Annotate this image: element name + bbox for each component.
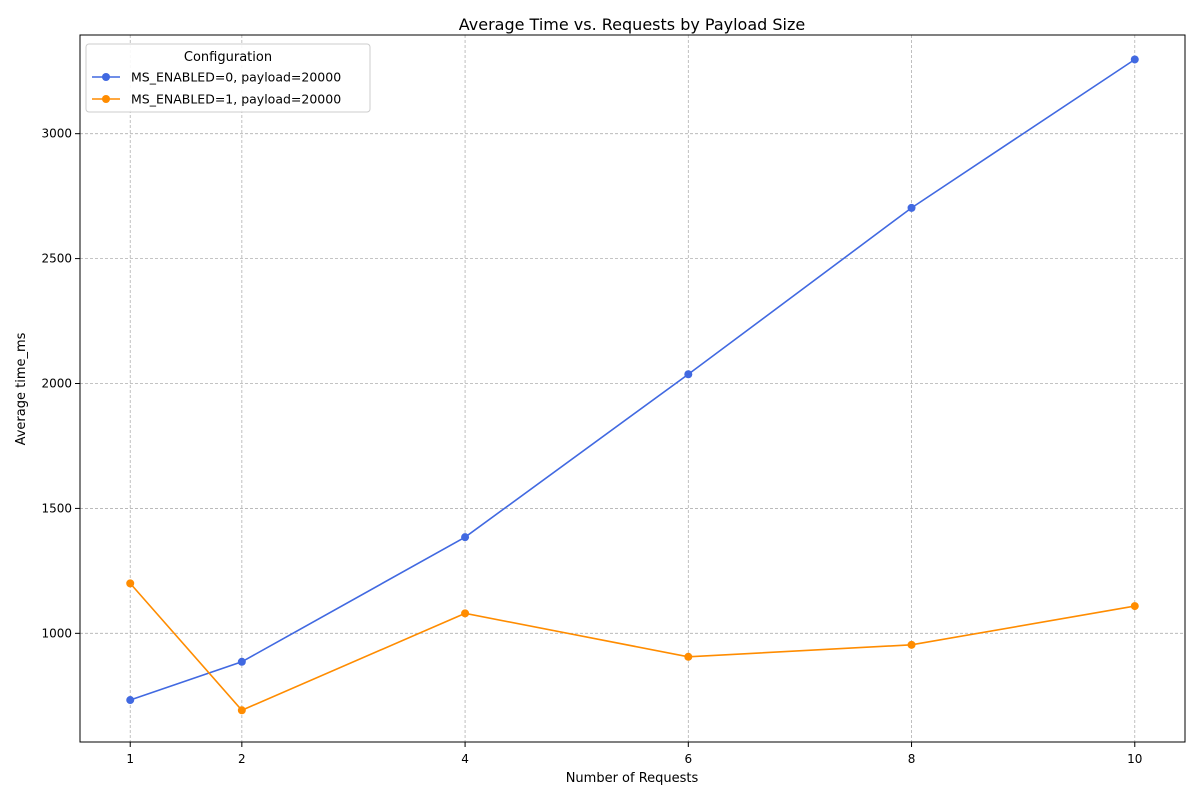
- series-line: [129, 582, 1135, 712]
- legend-marker: [102, 73, 110, 81]
- x-tick-label: 2: [238, 752, 246, 766]
- data-point: [1130, 602, 1139, 611]
- data-point: [461, 609, 470, 618]
- legend: Configuration MS_ENABLED=0, payload=2000…: [85, 43, 371, 113]
- data-point: [684, 652, 693, 661]
- series-2: [126, 579, 1139, 715]
- legend-label: MS_ENABLED=0, payload=20000: [131, 70, 341, 85]
- data-point: [126, 696, 135, 705]
- x-axis-label: Number of Requests: [566, 771, 699, 786]
- grid-lines: [80, 35, 1185, 742]
- series-1: [126, 55, 1139, 705]
- series-line: [129, 58, 1136, 701]
- data-point: [907, 203, 916, 212]
- legend-entry: MS_ENABLED=1, payload=20000: [92, 92, 341, 107]
- legend-label: MS_ENABLED=1, payload=20000: [131, 92, 341, 107]
- x-tick-label: 8: [908, 752, 916, 766]
- x-tick-label: 4: [461, 752, 469, 766]
- data-point: [907, 640, 916, 649]
- y-tick-label: 3000: [41, 127, 72, 141]
- data-point: [684, 370, 693, 379]
- x-tick-label: 10: [1127, 752, 1142, 766]
- series-layer: [126, 55, 1139, 715]
- x-tick-label: 6: [684, 752, 692, 766]
- legend-box: [85, 43, 371, 113]
- y-tick-label: 2000: [41, 377, 72, 391]
- plot-area-frame: [79, 34, 1186, 743]
- legend-marker: [102, 95, 110, 103]
- data-point: [237, 706, 246, 715]
- chart-title: Average Time vs. Requests by Payload Siz…: [459, 15, 805, 34]
- data-point: [237, 657, 246, 666]
- data-point: [1130, 55, 1139, 64]
- axis-ticks: 1 2 4 6 8 10 1000 1500 2000 2500 3000: [41, 127, 1142, 766]
- data-point: [461, 533, 470, 542]
- y-tick-label: 1500: [41, 501, 72, 515]
- x-tick-label: 1: [126, 752, 134, 766]
- data-point: [126, 579, 135, 588]
- legend-entry: MS_ENABLED=0, payload=20000: [92, 70, 341, 85]
- y-tick-label: 1000: [41, 626, 72, 640]
- y-tick-label: 2500: [41, 252, 72, 266]
- legend-title: Configuration: [184, 50, 272, 65]
- y-axis-label: Average time_ms: [14, 332, 29, 445]
